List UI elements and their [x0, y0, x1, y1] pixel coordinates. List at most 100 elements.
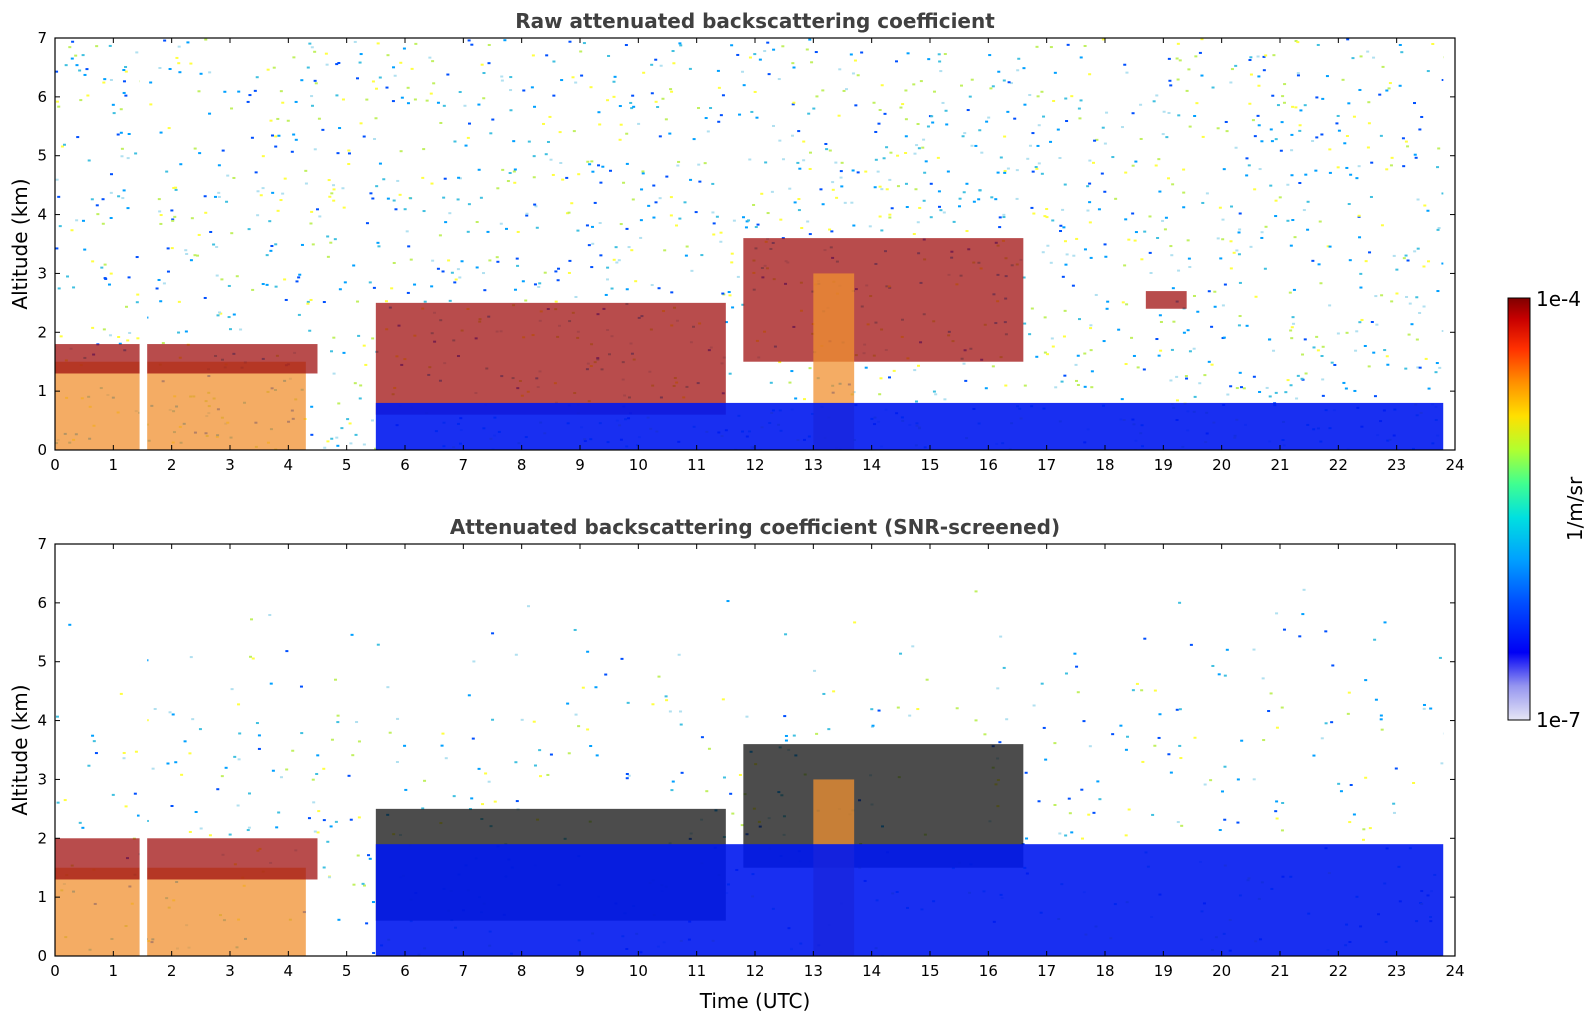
noise-pixel	[593, 201, 597, 204]
noise-pixel	[336, 444, 340, 447]
noise-pixel	[1366, 146, 1370, 149]
noise-pixel	[752, 203, 756, 206]
noise-pixel	[932, 390, 936, 393]
noise-pixel	[1402, 165, 1406, 168]
noise-pixel	[1035, 45, 1039, 48]
noise-pixel	[1023, 103, 1027, 106]
noise-pixel	[174, 186, 178, 189]
noise-pixel	[227, 284, 231, 287]
noise-pixel	[533, 203, 537, 206]
noise-pixel	[516, 264, 520, 267]
noise-pixel	[275, 826, 279, 829]
noise-pixel	[1043, 351, 1047, 354]
x-tick-label: 4	[284, 456, 294, 474]
noise-pixel	[193, 147, 197, 150]
noise-pixel	[1176, 78, 1180, 81]
noise-pixel	[1248, 102, 1252, 105]
noise-pixel	[1427, 387, 1431, 390]
noise-pixel	[790, 134, 794, 137]
noise-pixel	[1438, 366, 1442, 369]
noise-pixel	[554, 270, 558, 273]
noise-pixel	[512, 170, 516, 173]
noise-pixel	[1136, 366, 1140, 369]
noise-pixel	[124, 94, 128, 97]
noise-pixel	[1149, 272, 1153, 275]
noise-pixel	[888, 216, 892, 219]
noise-pixel	[1392, 811, 1396, 814]
noise-pixel	[1034, 166, 1038, 169]
noise-pixel	[217, 195, 221, 198]
noise-pixel	[802, 398, 806, 401]
noise-pixel	[313, 79, 317, 82]
noise-pixel	[937, 53, 941, 56]
noise-pixel	[721, 94, 725, 97]
noise-pixel	[1058, 156, 1062, 159]
colorbar-unit-label: 1/m/sr	[1563, 476, 1587, 541]
feature-boundary-layer-top	[55, 838, 318, 880]
noise-pixel	[1220, 790, 1224, 793]
noise-pixel	[1091, 161, 1095, 164]
noise-pixel	[1355, 177, 1359, 180]
x-tick-label: 5	[342, 456, 352, 474]
noise-pixel	[368, 857, 372, 860]
noise-pixel	[1318, 220, 1322, 223]
colorbar-min-label: 1e-7	[1536, 708, 1581, 732]
noise-pixel	[1002, 213, 1006, 216]
noise-pixel	[1328, 304, 1332, 307]
noise-pixel	[310, 104, 314, 107]
noise-pixel	[1341, 78, 1345, 81]
noise-pixel	[1053, 71, 1057, 74]
y-tick-label: 7	[37, 29, 47, 47]
noise-pixel	[1290, 149, 1294, 152]
noise-pixel	[94, 752, 98, 755]
noise-pixel	[332, 372, 336, 375]
noise-pixel	[1292, 288, 1296, 291]
noise-pixel	[177, 331, 181, 334]
noise-pixel	[1123, 264, 1127, 267]
noise-pixel	[1238, 315, 1242, 318]
noise-pixel	[503, 39, 507, 42]
noise-pixel	[1435, 362, 1439, 365]
noise-pixel	[159, 131, 163, 134]
noise-pixel	[750, 110, 754, 113]
noise-pixel	[122, 757, 126, 760]
noise-pixel	[1222, 336, 1226, 339]
x-tick-label: 23	[1387, 456, 1406, 474]
noise-pixel	[1395, 292, 1399, 295]
noise-pixel	[1151, 813, 1155, 816]
noise-pixel	[183, 740, 187, 743]
noise-pixel	[726, 600, 730, 603]
noise-pixel	[1065, 253, 1069, 256]
noise-pixel	[532, 155, 536, 158]
noise-pixel	[1238, 228, 1242, 231]
noise-pixel	[467, 203, 471, 206]
noise-pixel	[1353, 389, 1357, 392]
noise-pixel	[126, 157, 130, 160]
noise-pixel	[1221, 238, 1225, 241]
noise-pixel	[567, 752, 571, 755]
noise-pixel	[332, 188, 336, 191]
y-tick-label: 7	[37, 535, 47, 553]
noise-pixel	[874, 158, 878, 161]
noise-pixel	[189, 259, 193, 262]
noise-pixel	[813, 669, 817, 672]
noise-pixel	[736, 53, 740, 56]
noise-pixel	[968, 95, 972, 98]
noise-pixel	[342, 206, 346, 209]
noise-pixel	[1216, 127, 1220, 130]
noise-pixel	[1182, 168, 1186, 171]
noise-pixel	[122, 189, 126, 192]
noise-pixel	[740, 824, 744, 827]
y-tick-label: 4	[37, 206, 47, 224]
noise-pixel	[728, 372, 732, 375]
x-tick-label: 0	[50, 456, 60, 474]
x-tick-label: 19	[1154, 456, 1173, 474]
noise-pixel	[310, 405, 314, 408]
noise-pixel	[327, 179, 331, 182]
noise-pixel	[974, 590, 978, 593]
noise-pixel	[496, 187, 500, 190]
noise-pixel	[185, 252, 189, 255]
noise-pixel	[1005, 718, 1009, 721]
noise-pixel	[1003, 135, 1007, 138]
noise-pixel	[208, 834, 212, 837]
